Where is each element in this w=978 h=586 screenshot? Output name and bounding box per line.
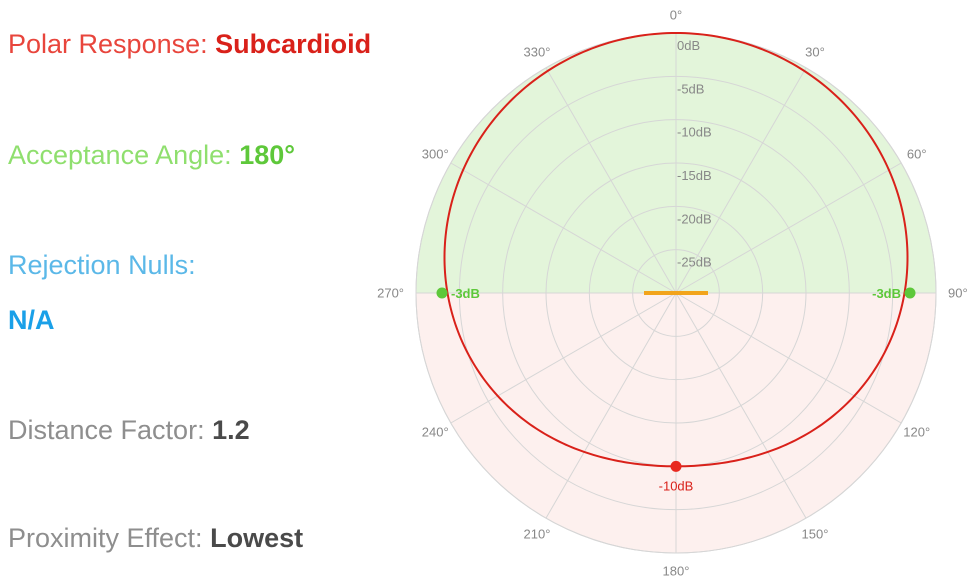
- angle-tick-label: 300°: [422, 147, 449, 162]
- ring-level-label: -25dB: [677, 255, 712, 270]
- distance-factor-label: Distance Factor:: [8, 415, 205, 445]
- ring-level-label: -10dB: [677, 125, 712, 140]
- grid-spoke-30: [675, 67, 807, 294]
- polar-response-label: Polar Response:: [8, 29, 208, 59]
- marker-90-label: -3dB: [872, 286, 901, 301]
- ring-level-label: -20dB: [677, 211, 712, 226]
- angle-tick-label: 30°: [805, 45, 825, 60]
- angle-tick-label: 180°: [663, 564, 690, 579]
- grid-spoke-210: [545, 292, 677, 519]
- ring-level-label: -15dB: [677, 168, 712, 183]
- proximity-effect-label: Proximity Effect:: [8, 523, 203, 553]
- acceptance-angle-line: Acceptance Angle: 180°: [8, 142, 295, 169]
- rejection-nulls-label: Rejection Nulls:: [8, 250, 196, 280]
- distance-factor-value: 1.2: [212, 415, 250, 445]
- ring-level-label: 0dB: [677, 38, 700, 53]
- angle-tick-label: 60°: [907, 147, 927, 162]
- angle-tick-label: 120°: [903, 425, 930, 440]
- angle-tick-label: 150°: [802, 526, 829, 541]
- angle-tick-label: 210°: [524, 526, 551, 541]
- proximity-effect-line: Proximity Effect: Lowest: [8, 525, 303, 552]
- polar-response-value: Subcardioid: [215, 29, 372, 59]
- marker-270-label: -3dB: [451, 286, 480, 301]
- grid-spoke-330: [545, 67, 677, 294]
- rejection-nulls-line: Rejection Nulls:: [8, 252, 196, 279]
- polar-response-line: Polar Response: Subcardioid: [8, 31, 371, 58]
- angle-tick-label: 330°: [524, 45, 551, 60]
- grid-spoke-240: [450, 292, 677, 424]
- grid-spoke-300: [450, 162, 677, 294]
- proximity-effect-value: Lowest: [210, 523, 304, 553]
- marker-180-label: -10dB: [659, 478, 694, 493]
- angle-tick-label: 240°: [422, 425, 449, 440]
- grid-spoke-120: [675, 292, 902, 424]
- grid-spoke-150: [675, 292, 807, 519]
- grid-spoke-60: [675, 162, 902, 294]
- acceptance-angle-value: 180°: [239, 140, 296, 170]
- rejection-nulls-value-line: N/A: [8, 307, 55, 334]
- distance-factor-line: Distance Factor: 1.2: [8, 417, 250, 444]
- marker-90-dot: [904, 287, 916, 299]
- marker-180-dot: [670, 460, 682, 472]
- angle-tick-label: 0°: [670, 8, 682, 23]
- angle-tick-label: 270°: [377, 286, 404, 301]
- marker-270-dot: [436, 287, 448, 299]
- acceptance-angle-label: Acceptance Angle:: [8, 140, 232, 170]
- angle-tick-label: 90°: [948, 286, 968, 301]
- ring-level-label: -5dB: [677, 81, 704, 96]
- rejection-nulls-value: N/A: [8, 305, 55, 335]
